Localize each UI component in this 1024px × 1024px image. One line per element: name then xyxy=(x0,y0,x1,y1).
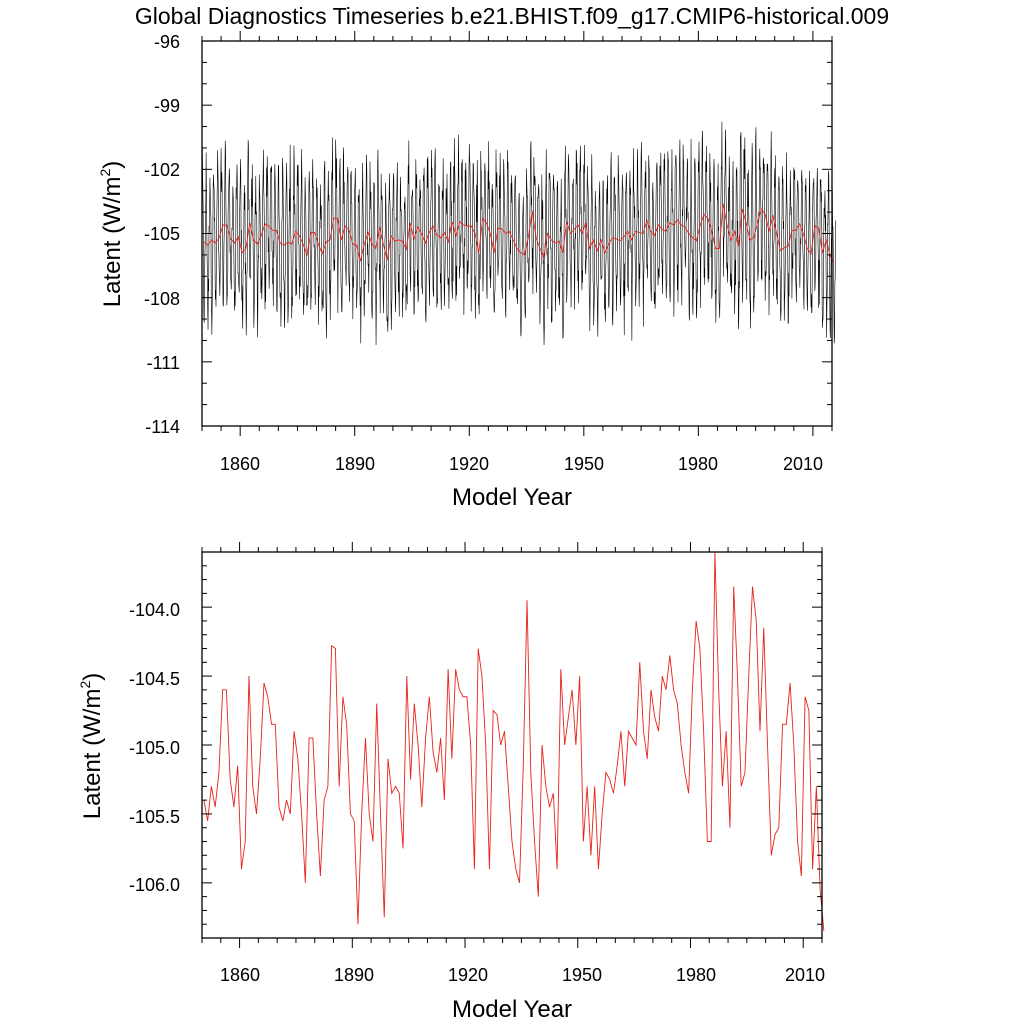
bottom-xtick-label: 1860 xyxy=(220,965,260,985)
top-ytick-label: -99 xyxy=(154,96,180,116)
top-ytick-label: -111 xyxy=(147,353,180,373)
top-annual-series xyxy=(203,203,835,263)
bottom-y-ticks xyxy=(202,551,822,939)
top-ytick-label: -96 xyxy=(154,32,180,52)
bottom-ytick-label: -105.0 xyxy=(129,738,180,758)
bottom-x-axis-label: Model Year xyxy=(452,996,572,1023)
top-ytick-label: -114 xyxy=(145,417,180,437)
top-y-axis-label: Latent (W/m2) xyxy=(97,161,126,308)
bottom-y-axis-label: Latent (W/m2) xyxy=(77,673,106,820)
bottom-panel: -104.0 -104.5 -105.0 -105.5 -106.0 1860 … xyxy=(77,542,825,1023)
top-x-ticks xyxy=(201,31,833,436)
bottom-annual-series xyxy=(203,551,825,932)
bottom-x-ticks xyxy=(201,542,823,948)
page-title: Global Diagnostics Timeseries b.e21.BHIS… xyxy=(135,3,889,29)
top-y-ticks xyxy=(202,40,832,427)
top-x-axis-label: Model Year xyxy=(452,484,572,511)
bottom-plot-frame xyxy=(201,551,823,939)
bottom-ytick-label: -104.5 xyxy=(129,669,180,689)
bottom-ylabel-sup: 2 xyxy=(77,681,93,689)
annual-mean-line-top xyxy=(203,203,835,263)
top-ytick-label: -102 xyxy=(144,160,180,180)
top-ytick-label: -105 xyxy=(144,224,180,244)
top-xtick-label: 1890 xyxy=(335,454,375,474)
top-ytick-label: -108 xyxy=(144,289,180,309)
bottom-xtick-label: 2010 xyxy=(785,965,825,985)
bottom-xtick-label: 1980 xyxy=(676,965,716,985)
top-xtick-label: 1950 xyxy=(564,454,604,474)
top-xtick-label: 2010 xyxy=(783,454,823,474)
top-ylabel-end: ) xyxy=(99,161,126,169)
top-panel: -96 -99 -102 -105 -108 -111 -114 1860 18… xyxy=(97,31,836,511)
bottom-ytick-label: -106.0 xyxy=(129,875,180,895)
top-xtick-label: 1920 xyxy=(449,454,489,474)
bottom-ytick-label: -105.5 xyxy=(129,807,180,827)
bottom-xtick-label: 1920 xyxy=(448,965,488,985)
top-xtick-label: 1860 xyxy=(220,454,260,474)
bottom-xtick-label: 1950 xyxy=(562,965,602,985)
bottom-xtick-label: 1890 xyxy=(334,965,374,985)
top-ylabel-main: Latent (W/m xyxy=(99,177,126,308)
monthly-series-line xyxy=(201,121,836,346)
bottom-ytick-label: -104.0 xyxy=(129,600,180,620)
bottom-ylabel-main: Latent (W/m xyxy=(79,689,106,820)
annual-mean-line-bottom xyxy=(203,551,825,932)
bottom-ylabel-end: ) xyxy=(79,673,106,681)
top-monthly-series xyxy=(201,121,836,346)
top-xtick-label: 1980 xyxy=(678,454,718,474)
top-ylabel-sup: 2 xyxy=(97,169,113,177)
